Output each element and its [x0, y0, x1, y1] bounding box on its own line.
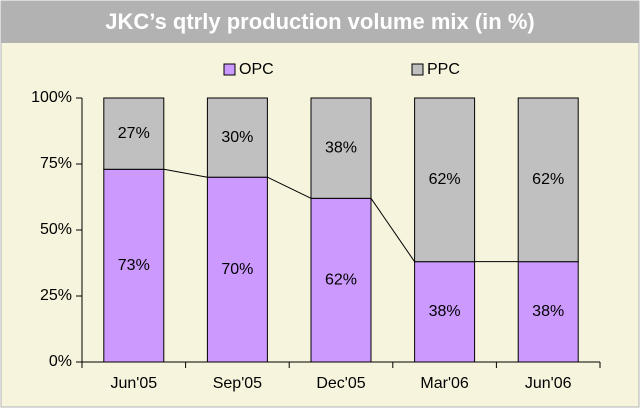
value-label: 38%: [532, 303, 564, 320]
bar-segment: [517, 261, 579, 363]
series-line: [267, 176, 312, 199]
value-label: 30%: [221, 129, 253, 146]
bar-segment: [414, 261, 476, 363]
legend-label: OPC: [239, 61, 274, 78]
value-label: 62%: [429, 171, 461, 188]
series-line: [163, 168, 208, 178]
y-tick-label: 100%: [31, 89, 72, 106]
y-tick-label: 0%: [49, 353, 72, 370]
bar-segment: [103, 97, 165, 170]
bar-segment: [310, 197, 372, 363]
value-label: 27%: [118, 125, 150, 142]
y-tick-label: 75%: [40, 155, 72, 172]
bar-segment: [206, 176, 268, 363]
bar-segment: [103, 168, 165, 363]
chart-title: JKC’s qtrly production volume mix (in %): [105, 9, 534, 34]
value-label: 62%: [325, 271, 357, 288]
x-tick-label: Dec'05: [316, 375, 365, 392]
value-label: 38%: [429, 303, 461, 320]
x-tick-label: Sep'05: [213, 375, 262, 392]
value-label: 70%: [221, 261, 253, 278]
title-banner: [1, 1, 639, 43]
legend-swatch: [223, 63, 236, 76]
y-tick-label: 50%: [40, 221, 72, 238]
value-label: 73%: [118, 257, 150, 274]
bar-segment: [310, 97, 372, 199]
bar-segment: [414, 97, 476, 263]
value-label: 38%: [325, 139, 357, 156]
bar-segment: [206, 97, 268, 178]
x-tick-label: Jun'05: [110, 375, 157, 392]
y-tick-label: 25%: [40, 287, 72, 304]
legend-label: PPC: [427, 61, 460, 78]
bar-segment: [517, 97, 579, 263]
series-line: [370, 198, 416, 262]
legend-swatch: [411, 63, 424, 76]
value-label: 62%: [532, 171, 564, 188]
x-tick-label: Jun'06: [525, 375, 572, 392]
x-tick-label: Mar'06: [420, 375, 469, 392]
